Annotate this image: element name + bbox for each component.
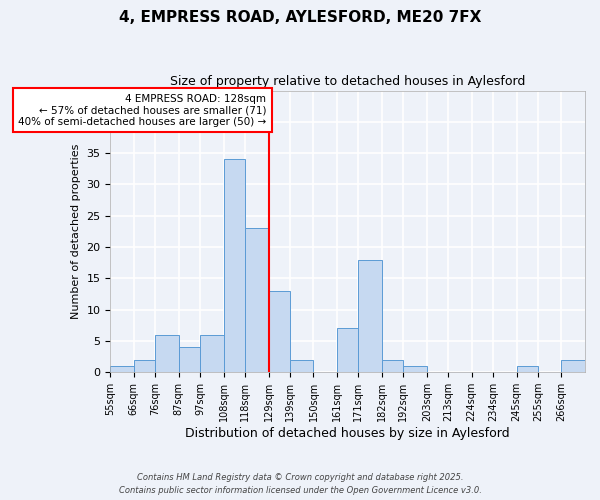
Bar <box>110 366 134 372</box>
Bar <box>179 347 200 372</box>
Bar <box>562 360 585 372</box>
Text: Contains HM Land Registry data © Crown copyright and database right 2025.
Contai: Contains HM Land Registry data © Crown c… <box>119 473 481 495</box>
Bar <box>382 360 403 372</box>
Bar <box>337 328 358 372</box>
Bar <box>403 366 427 372</box>
Bar <box>517 366 538 372</box>
Bar <box>155 334 179 372</box>
Title: Size of property relative to detached houses in Aylesford: Size of property relative to detached ho… <box>170 75 526 88</box>
Bar <box>358 260 382 372</box>
X-axis label: Distribution of detached houses by size in Aylesford: Distribution of detached houses by size … <box>185 427 510 440</box>
Bar <box>224 160 245 372</box>
Text: 4, EMPRESS ROAD, AYLESFORD, ME20 7FX: 4, EMPRESS ROAD, AYLESFORD, ME20 7FX <box>119 10 481 25</box>
Bar <box>290 360 313 372</box>
Bar <box>245 228 269 372</box>
Bar <box>134 360 155 372</box>
Y-axis label: Number of detached properties: Number of detached properties <box>71 144 81 319</box>
Text: 4 EMPRESS ROAD: 128sqm
← 57% of detached houses are smaller (71)
40% of semi-det: 4 EMPRESS ROAD: 128sqm ← 57% of detached… <box>18 94 266 127</box>
Bar <box>269 291 290 372</box>
Bar <box>200 334 224 372</box>
